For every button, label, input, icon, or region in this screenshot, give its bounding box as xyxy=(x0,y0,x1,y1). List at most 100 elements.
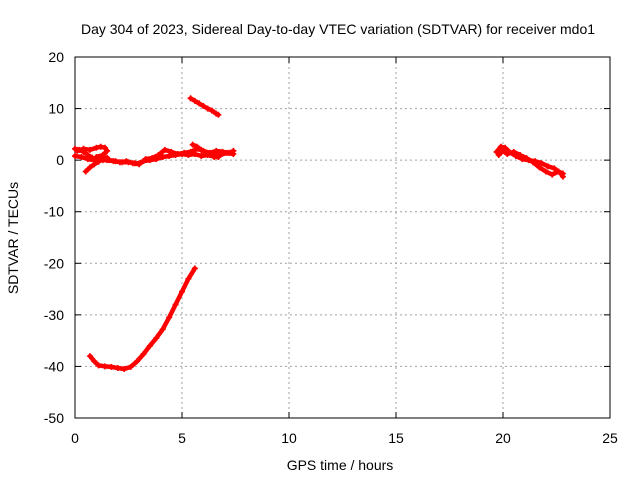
data-point xyxy=(215,154,222,161)
data-point xyxy=(495,151,502,158)
data-point xyxy=(84,156,91,163)
data-point xyxy=(86,164,93,171)
data-point xyxy=(504,150,511,157)
data-point xyxy=(146,342,153,349)
data-point xyxy=(181,149,188,156)
data-point xyxy=(86,353,93,360)
y-tick-label: -50 xyxy=(44,410,64,426)
data-point xyxy=(179,288,185,295)
y-tick-label: 20 xyxy=(48,49,64,65)
data-point xyxy=(517,151,524,158)
data-point xyxy=(497,143,504,150)
data-point xyxy=(551,165,558,172)
data-point xyxy=(213,147,220,154)
data-point xyxy=(78,154,85,161)
data-point xyxy=(215,111,222,118)
data-point xyxy=(99,156,106,163)
data-point xyxy=(198,153,205,160)
data-point xyxy=(523,155,530,162)
data-point xyxy=(191,265,198,272)
y-axis-label: SDTVAR / TECUs xyxy=(5,182,21,294)
data-point xyxy=(93,144,100,151)
data-point xyxy=(129,160,136,167)
data-point xyxy=(149,155,156,162)
data-point xyxy=(136,161,143,168)
y-tick-label: -10 xyxy=(44,204,64,220)
data-point xyxy=(104,147,111,154)
data-point xyxy=(127,363,134,370)
y-tick-label: 0 xyxy=(56,152,64,168)
data-point xyxy=(134,358,141,365)
series-arc-bump xyxy=(189,141,222,161)
data-point xyxy=(189,141,196,148)
data-point xyxy=(196,100,203,107)
x-tick-label: 0 xyxy=(71,430,79,446)
y-tick-label: -30 xyxy=(44,307,64,323)
x-tick-label: 5 xyxy=(178,430,186,446)
data-point xyxy=(116,159,123,166)
x-tick-label: 20 xyxy=(495,430,511,446)
series-arc-high-short xyxy=(187,95,222,118)
y-tick-label: 10 xyxy=(48,101,64,117)
data-point xyxy=(101,363,108,370)
data-point xyxy=(510,148,517,155)
data-point xyxy=(204,105,211,112)
data-point xyxy=(140,351,147,358)
data-point xyxy=(555,168,562,175)
data-point xyxy=(108,363,115,370)
series-arc-rising xyxy=(82,154,111,175)
data-point xyxy=(82,168,89,175)
data-point xyxy=(114,364,121,371)
x-axis-label: GPS time / hours xyxy=(287,457,394,473)
data-point xyxy=(159,154,166,161)
data-point xyxy=(193,143,200,150)
data-point xyxy=(166,153,173,160)
data-point xyxy=(86,146,93,153)
x-tick-label: 25 xyxy=(602,430,618,446)
data-point xyxy=(187,148,194,155)
data-point xyxy=(187,95,194,102)
data-point xyxy=(97,143,104,150)
data-point xyxy=(104,154,111,161)
y-tick-label: -20 xyxy=(44,255,64,271)
data-point xyxy=(74,147,81,154)
data-point xyxy=(155,151,162,158)
series-arc-deep xyxy=(86,265,198,373)
data-point xyxy=(172,301,179,308)
data-point xyxy=(80,145,87,152)
data-point xyxy=(95,362,102,369)
data-point xyxy=(161,146,168,153)
data-point xyxy=(529,159,536,166)
data-point xyxy=(185,275,192,282)
x-tick-label: 15 xyxy=(388,430,404,446)
data-point xyxy=(174,150,181,157)
data-point xyxy=(101,144,108,151)
data-point xyxy=(549,171,556,178)
series-arc-early-hump xyxy=(74,143,111,161)
data-point xyxy=(544,163,551,170)
data-point xyxy=(200,102,207,109)
data-point xyxy=(121,366,128,373)
data-point xyxy=(168,148,175,155)
series-arc-late-b xyxy=(495,147,566,178)
data-point xyxy=(191,97,198,104)
data-point xyxy=(538,160,545,167)
data-point xyxy=(159,326,166,333)
x-tick-label: 10 xyxy=(281,430,297,446)
data-point xyxy=(110,158,117,165)
data-point xyxy=(153,335,160,342)
data-point xyxy=(559,170,566,177)
data-point xyxy=(219,148,226,155)
data-point xyxy=(95,158,102,165)
data-point xyxy=(536,164,543,171)
data-point xyxy=(202,149,209,156)
data-point xyxy=(166,314,173,321)
data-point xyxy=(208,107,215,114)
data-point xyxy=(500,147,506,154)
data-point xyxy=(72,153,78,160)
y-tick-label: -40 xyxy=(44,358,64,374)
data-layer xyxy=(72,95,566,373)
data-point xyxy=(226,149,233,156)
